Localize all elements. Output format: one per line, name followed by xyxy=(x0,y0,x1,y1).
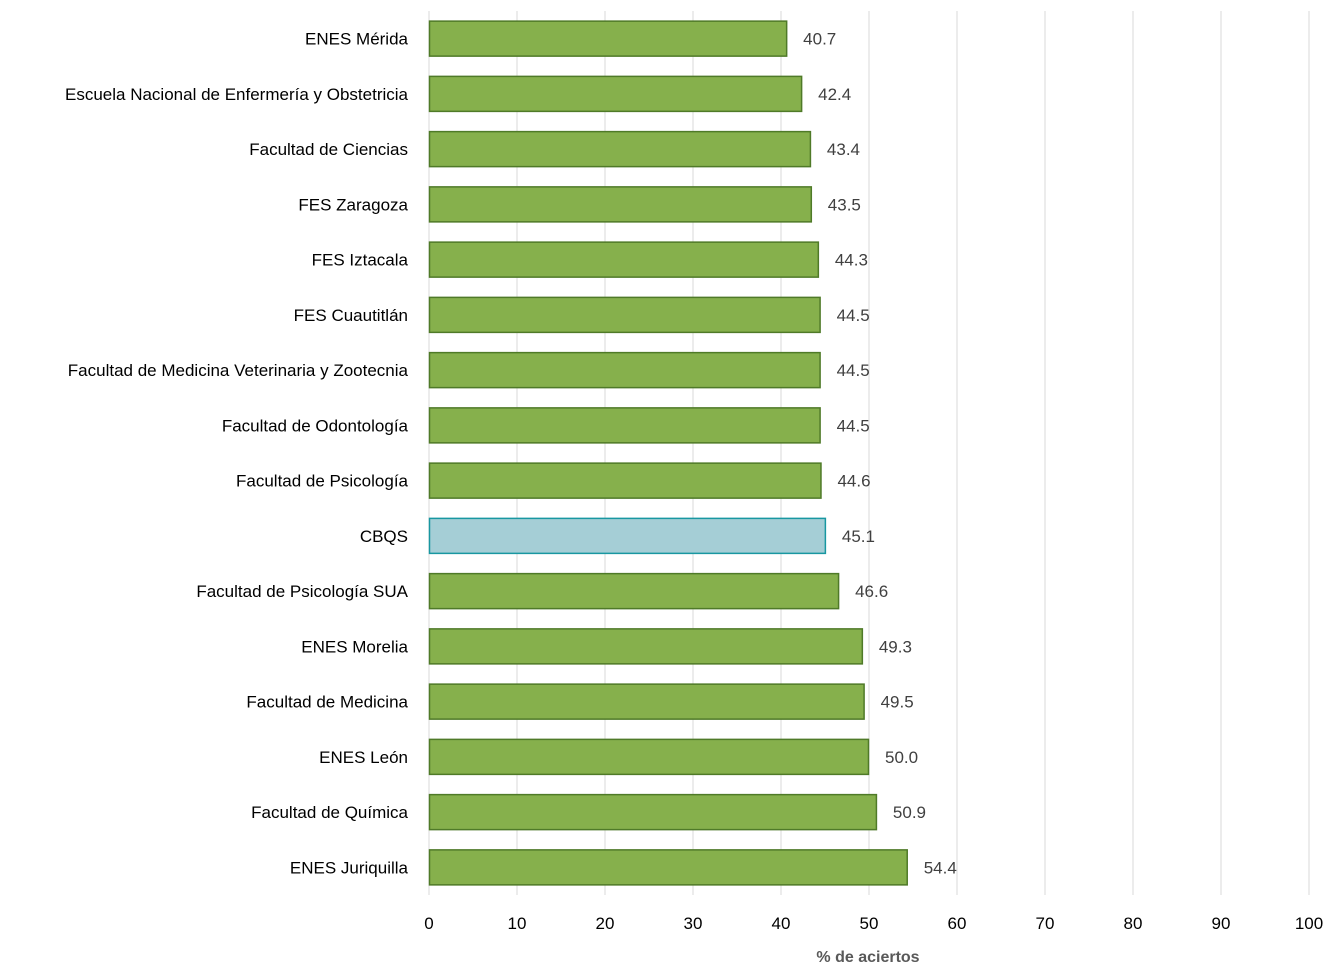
data-label: 49.3 xyxy=(879,637,912,656)
x-tick-label: 10 xyxy=(508,914,527,933)
x-tick-label: 0 xyxy=(424,914,433,933)
category-label: Facultad de Psicología SUA xyxy=(196,582,408,601)
category-labels: ENES Mérida Escuela Nacional de Enfermerí… xyxy=(65,30,409,878)
bar xyxy=(428,241,820,278)
x-tick-labels: 0 10 20 30 40 50 60 70 80 90 100 xyxy=(424,914,1323,933)
data-label: 45.1 xyxy=(842,527,875,546)
data-label: 44.6 xyxy=(837,472,870,491)
category-label: Facultad de Ciencias xyxy=(249,140,408,159)
bar xyxy=(428,683,865,720)
data-label: 44.3 xyxy=(835,251,868,270)
bar xyxy=(428,186,813,223)
data-label: 42.4 xyxy=(818,85,851,104)
data-label: 44.5 xyxy=(837,306,870,325)
data-label: 49.5 xyxy=(881,693,914,712)
data-label: 43.4 xyxy=(827,140,860,159)
bar xyxy=(428,462,822,499)
data-label: 43.5 xyxy=(828,195,861,214)
data-label: 50.0 xyxy=(885,748,918,767)
data-labels: 40.7 42.4 43.4 43.5 44.3 44.5 44.5 44.5 44.6 45.1… xyxy=(803,30,957,878)
category-label: FES Iztacala xyxy=(312,251,409,270)
category-label: ENES Mérida xyxy=(305,30,409,49)
category-label: Facultad de Medicina Veterinaria y Zoote… xyxy=(68,361,409,380)
bar-highlighted xyxy=(428,517,827,555)
bar xyxy=(428,572,840,610)
bar xyxy=(428,20,788,57)
category-label: FES Cuautitlán xyxy=(294,306,408,325)
category-label: Facultad de Química xyxy=(251,803,408,822)
x-axis-title: % de aciertos xyxy=(816,949,919,966)
bar xyxy=(428,351,821,389)
bars xyxy=(428,20,908,886)
category-label: CBQS xyxy=(360,527,408,546)
x-tick-label: 40 xyxy=(772,914,791,933)
x-tick-label: 30 xyxy=(684,914,703,933)
data-label: 40.7 xyxy=(803,30,836,49)
category-label: ENES León xyxy=(319,748,408,767)
category-label: ENES Juriquilla xyxy=(290,858,409,877)
bar xyxy=(428,793,878,831)
bar xyxy=(428,296,821,334)
bar xyxy=(428,75,803,113)
bar xyxy=(428,628,864,665)
category-label: Facultad de Odontología xyxy=(222,416,409,435)
data-label: 44.5 xyxy=(837,416,870,435)
category-label: Escuela Nacional de Enfermería y Obstetr… xyxy=(65,85,409,104)
x-tick-label: 90 xyxy=(1212,914,1231,933)
x-tick-label: 50 xyxy=(860,914,879,933)
data-label: 44.5 xyxy=(837,361,870,380)
data-label: 54.4 xyxy=(924,858,957,877)
category-label: FES Zaragoza xyxy=(298,195,408,214)
category-label: Facultad de Psicología xyxy=(236,472,409,491)
category-label: ENES Morelia xyxy=(301,637,408,656)
x-tick-label: 100 xyxy=(1295,914,1323,933)
bar xyxy=(428,849,908,886)
bar xyxy=(428,738,870,776)
x-tick-label: 20 xyxy=(596,914,615,933)
x-tick-label: 60 xyxy=(948,914,967,933)
category-label: Facultad de Medicina xyxy=(246,693,408,712)
bar xyxy=(428,407,821,444)
data-label: 50.9 xyxy=(893,803,926,822)
bar xyxy=(428,130,812,168)
x-tick-label: 80 xyxy=(1124,914,1143,933)
data-label: 46.6 xyxy=(855,582,888,601)
x-tick-label: 70 xyxy=(1036,914,1055,933)
